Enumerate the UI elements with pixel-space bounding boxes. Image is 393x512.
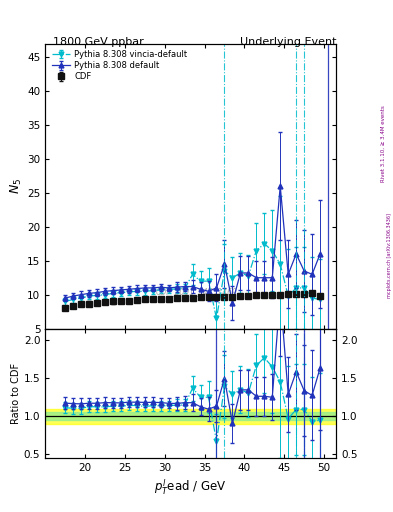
Legend: Pythia 8.308 vincia-default, Pythia 8.308 default, CDF: Pythia 8.308 vincia-default, Pythia 8.30… bbox=[50, 48, 190, 84]
Y-axis label: $N_5$: $N_5$ bbox=[9, 178, 24, 194]
Text: Rivet 3.1.10, ≥ 3.4M events: Rivet 3.1.10, ≥ 3.4M events bbox=[381, 105, 386, 182]
Bar bbox=[45, 409, 336, 424]
Y-axis label: Ratio to CDF: Ratio to CDF bbox=[11, 363, 21, 424]
Text: mcplots.cern.ch [arXiv:1306.3436]: mcplots.cern.ch [arXiv:1306.3436] bbox=[387, 214, 391, 298]
Bar bbox=[45, 413, 336, 420]
Text: CDF_2001_S4751469: CDF_2001_S4751469 bbox=[156, 287, 237, 296]
Text: Underlying Event: Underlying Event bbox=[239, 37, 336, 47]
X-axis label: $p_T^l$ead / GeV: $p_T^l$ead / GeV bbox=[154, 477, 227, 497]
Text: 1800 GeV ppbar: 1800 GeV ppbar bbox=[53, 37, 144, 47]
